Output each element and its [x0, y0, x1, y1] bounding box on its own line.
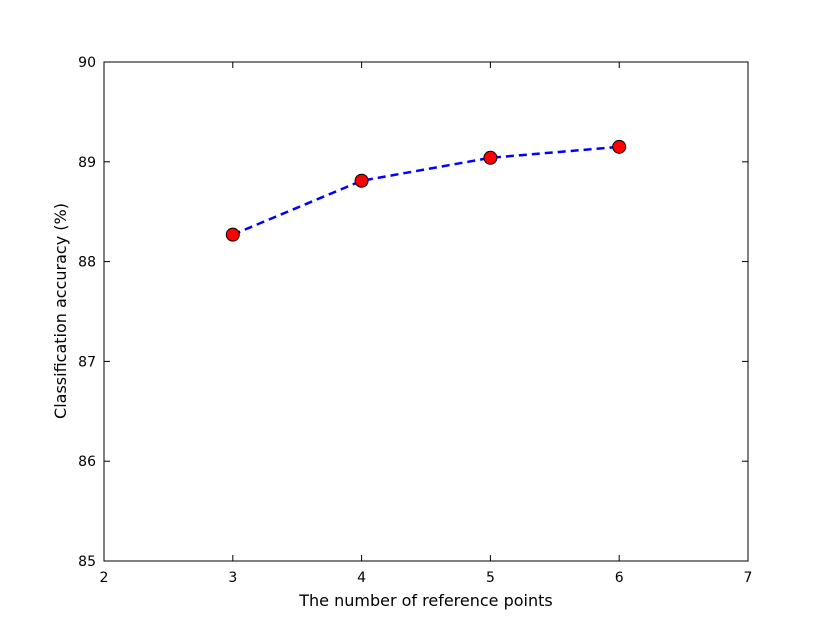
data-point [612, 139, 627, 154]
series-layer [225, 139, 627, 242]
x-tick-label: 4 [357, 570, 366, 586]
y-tick-label: 88 [78, 255, 96, 271]
data-point [354, 173, 369, 188]
x-tick-label: 7 [744, 570, 753, 586]
data-point [483, 150, 498, 165]
y-tick-label: 85 [78, 554, 96, 570]
y-tick-label: 87 [78, 354, 96, 370]
y-axis-ticks: 85 86 87 88 89 90 [78, 55, 748, 570]
y-tick-label: 86 [78, 454, 96, 470]
y-axis-label: Classification accuracy (%) [51, 203, 70, 419]
y-tick-label: 89 [78, 155, 96, 171]
y-tick-label: 90 [78, 55, 96, 71]
series-line [232, 145, 620, 236]
x-tick-label: 2 [100, 570, 109, 586]
x-axis-ticks: 2 3 4 5 6 7 [100, 62, 753, 586]
plot-area [103, 61, 749, 562]
data-point [225, 227, 240, 242]
x-tick-label: 3 [228, 570, 237, 586]
x-tick-label: 5 [486, 570, 495, 586]
x-tick-label: 6 [615, 570, 624, 586]
x-axis-label: The number of reference points [298, 591, 553, 610]
